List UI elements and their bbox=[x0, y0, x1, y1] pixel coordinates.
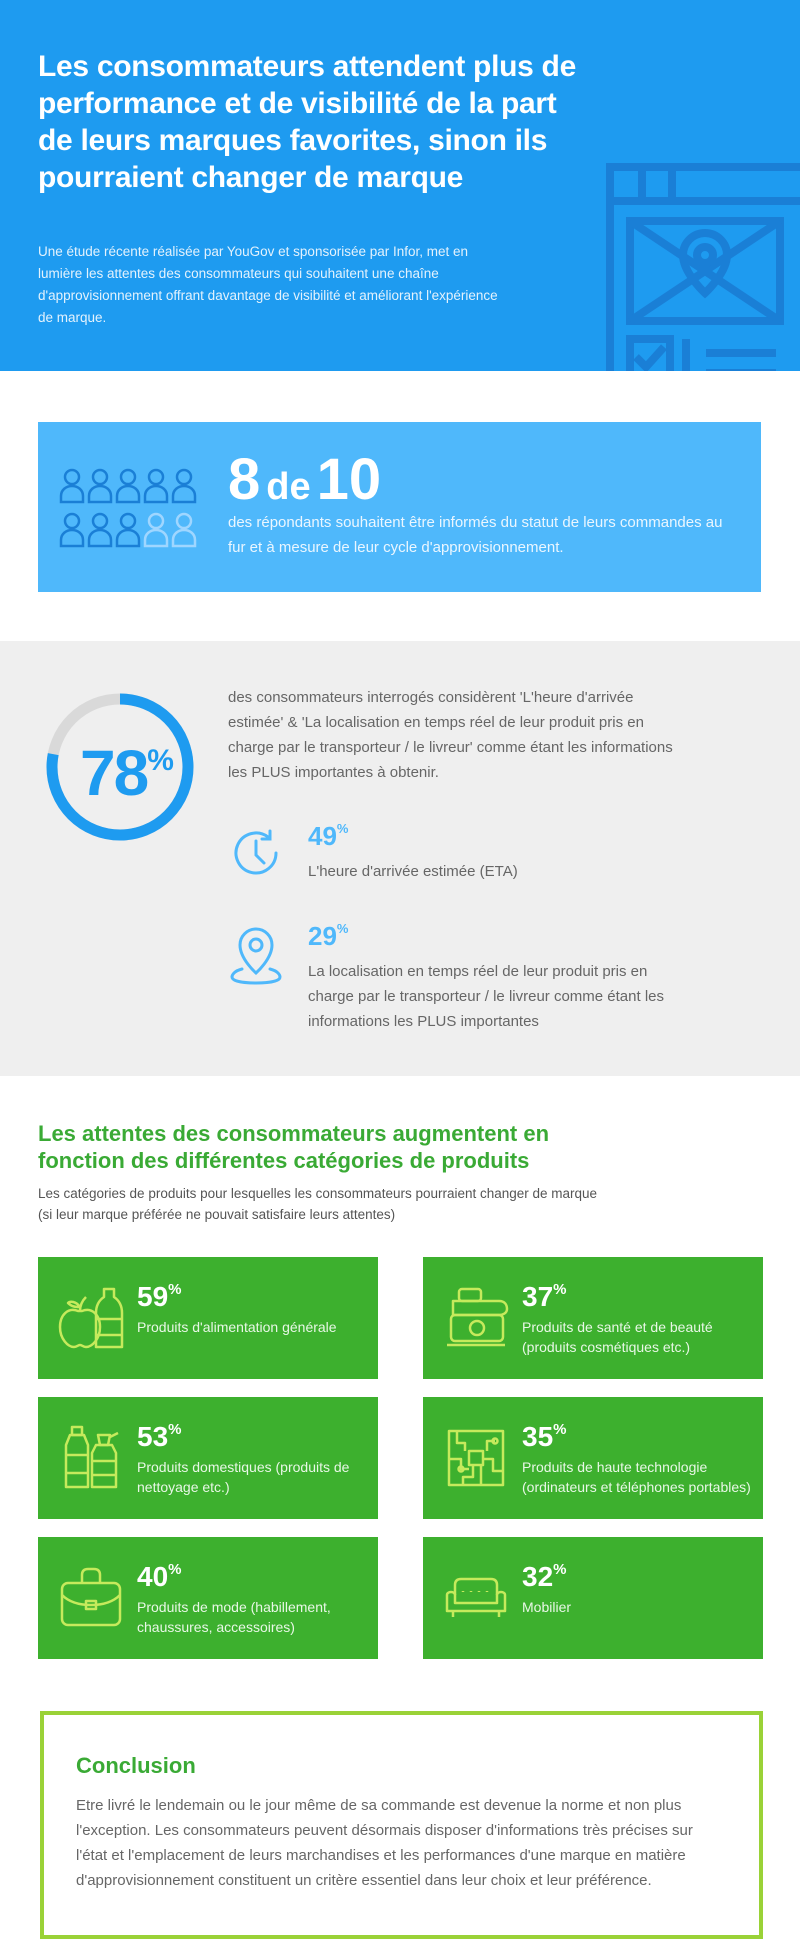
stat-eta-value: 49% bbox=[308, 821, 348, 852]
grocery-icon bbox=[58, 1287, 124, 1349]
stat-8-value: 8 bbox=[228, 447, 261, 512]
category-number: 40 bbox=[137, 1561, 169, 1592]
category-card-household: 53% Produits domestiques (produits de ne… bbox=[38, 1397, 378, 1519]
stat-eta-label: L'heure d'arrivée estimée (ETA) bbox=[308, 863, 518, 880]
person-figure bbox=[87, 512, 113, 548]
category-number: 35 bbox=[522, 1421, 554, 1452]
person-figure bbox=[143, 512, 169, 548]
circuit-chip-icon bbox=[447, 1429, 505, 1487]
person-figure bbox=[171, 512, 197, 548]
category-value: 35% bbox=[522, 1421, 567, 1453]
donut-78-percent bbox=[46, 693, 194, 841]
person-figure bbox=[87, 468, 113, 504]
category-card-beauty: 37% Produits de santé et de beauté (prod… bbox=[423, 1257, 763, 1379]
person-figure bbox=[59, 512, 85, 548]
category-unit: % bbox=[553, 1281, 567, 1298]
clock-icon bbox=[234, 829, 278, 875]
stat-eta-unit: % bbox=[336, 821, 349, 836]
category-unit: % bbox=[168, 1281, 182, 1298]
sofa-icon bbox=[445, 1577, 507, 1617]
category-number: 59 bbox=[137, 1281, 169, 1312]
category-value: 32% bbox=[522, 1561, 567, 1593]
stat-8-of-10-text: des répondants souhaitent être informés … bbox=[228, 514, 723, 556]
page-title: Les consommateurs attendent plus de perf… bbox=[38, 50, 576, 194]
stat-location-label: La localisation en temps réel de leur pr… bbox=[308, 963, 664, 1030]
stat-8-of-10: 8 de 10 des répondants souhaitent être inf… bbox=[38, 422, 761, 592]
location-pin-icon bbox=[230, 927, 282, 985]
stat-8-of-10-number: 8 de 10 bbox=[228, 450, 381, 510]
stat-location-unit: % bbox=[336, 921, 349, 936]
header-banner: Les consommateurs attendent plus de perf… bbox=[0, 0, 800, 371]
cleaning-bottles-icon bbox=[64, 1425, 119, 1489]
category-number: 37 bbox=[522, 1281, 554, 1312]
stat-location-value: 29% bbox=[308, 921, 348, 952]
category-label: Produits de mode (habillement, chaussure… bbox=[137, 1599, 331, 1635]
conclusion-title: Conclusion bbox=[76, 1753, 196, 1778]
header-intro: Une étude récente réalisée par YouGov et… bbox=[38, 244, 498, 325]
handbag-icon bbox=[60, 1567, 122, 1627]
stat-de-word: de bbox=[266, 466, 311, 508]
conclusion-box: Conclusion Etre livré le lendemain ou le… bbox=[40, 1711, 763, 1939]
category-card-grocery: 59% Produits d'alimentation générale bbox=[38, 1257, 378, 1379]
person-figure bbox=[115, 512, 141, 548]
person-figure bbox=[59, 468, 85, 504]
category-card-furniture: 32% Mobilier bbox=[423, 1537, 763, 1659]
category-unit: % bbox=[553, 1561, 567, 1578]
stat-78-section: 78% des consommateurs interrogés considè… bbox=[0, 641, 800, 1076]
category-label: Mobilier bbox=[522, 1599, 572, 1615]
stat-78-text: des consommateurs interrogés considèrent… bbox=[228, 689, 673, 781]
category-value: 37% bbox=[522, 1281, 567, 1313]
stat-location-number: 29 bbox=[308, 921, 337, 951]
conclusion-text: Etre livré le lendemain ou le jour même … bbox=[76, 1797, 693, 1889]
category-unit: % bbox=[168, 1561, 182, 1578]
person-figure bbox=[115, 468, 141, 504]
person-figure bbox=[143, 468, 169, 504]
categories-subtitle: Les catégories de produits pour lesquell… bbox=[38, 1186, 598, 1222]
category-number: 32 bbox=[522, 1561, 554, 1592]
stat-78-unit: % bbox=[147, 744, 174, 777]
category-label: Produits de haute technologie (ordinateu… bbox=[522, 1459, 751, 1495]
category-value: 59% bbox=[137, 1281, 182, 1313]
category-label: Produits d'alimentation générale bbox=[137, 1319, 337, 1335]
category-card-fashion: 40% Produits de mode (habillement, chaus… bbox=[38, 1537, 378, 1659]
stat-78-number: 78 bbox=[80, 737, 149, 809]
category-label: Produits domestiques (produits de nettoy… bbox=[137, 1459, 350, 1495]
category-value: 40% bbox=[137, 1561, 182, 1593]
stat-10-value: 10 bbox=[316, 447, 382, 512]
cosmetics-icon bbox=[447, 1287, 509, 1347]
category-card-hightech: 35% Produits de haute technologie (ordin… bbox=[423, 1397, 763, 1519]
category-label: Produits de santé et de beauté (produits… bbox=[522, 1319, 713, 1355]
category-value: 53% bbox=[137, 1421, 182, 1453]
stat-eta-number: 49 bbox=[308, 821, 337, 851]
person-figure bbox=[171, 468, 197, 504]
category-unit: % bbox=[168, 1421, 182, 1438]
category-unit: % bbox=[553, 1421, 567, 1438]
map-window-icon bbox=[606, 163, 800, 371]
category-number: 53 bbox=[137, 1421, 169, 1452]
stat-78-value: 78% bbox=[80, 736, 174, 810]
people-grid-icon bbox=[59, 468, 197, 548]
categories-title: Les attentes des consommateurs augmenten… bbox=[38, 1121, 550, 1173]
